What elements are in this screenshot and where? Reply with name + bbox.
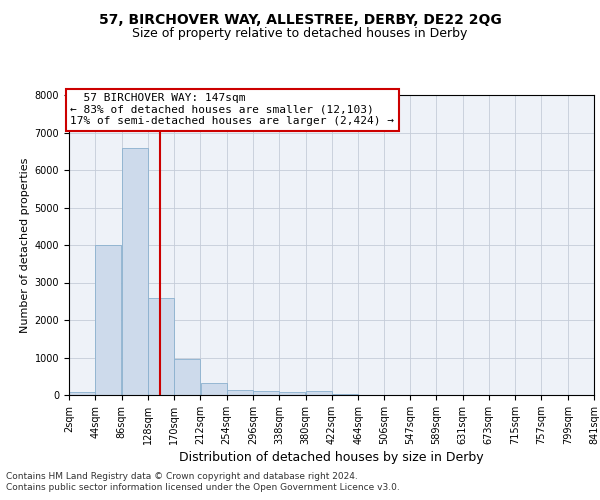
Text: 57 BIRCHOVER WAY: 147sqm
← 83% of detached houses are smaller (12,103)
17% of se: 57 BIRCHOVER WAY: 147sqm ← 83% of detach… <box>70 93 394 126</box>
Bar <box>122 148 148 395</box>
Text: Contains public sector information licensed under the Open Government Licence v3: Contains public sector information licen… <box>6 484 400 492</box>
Bar <box>253 391 279 395</box>
Text: 57, BIRCHOVER WAY, ALLESTREE, DERBY, DE22 2QG: 57, BIRCHOVER WAY, ALLESTREE, DERBY, DE2… <box>98 12 502 26</box>
Bar <box>280 392 305 395</box>
Text: Size of property relative to detached houses in Derby: Size of property relative to detached ho… <box>133 28 467 40</box>
Bar <box>148 298 174 395</box>
Bar <box>332 394 358 395</box>
Bar <box>174 359 200 395</box>
Bar <box>200 383 227 395</box>
Bar <box>227 390 253 395</box>
Text: Contains HM Land Registry data © Crown copyright and database right 2024.: Contains HM Land Registry data © Crown c… <box>6 472 358 481</box>
Y-axis label: Number of detached properties: Number of detached properties <box>20 158 31 332</box>
Bar <box>305 391 332 395</box>
Bar <box>69 392 95 395</box>
X-axis label: Distribution of detached houses by size in Derby: Distribution of detached houses by size … <box>179 451 484 464</box>
Bar <box>95 245 121 395</box>
